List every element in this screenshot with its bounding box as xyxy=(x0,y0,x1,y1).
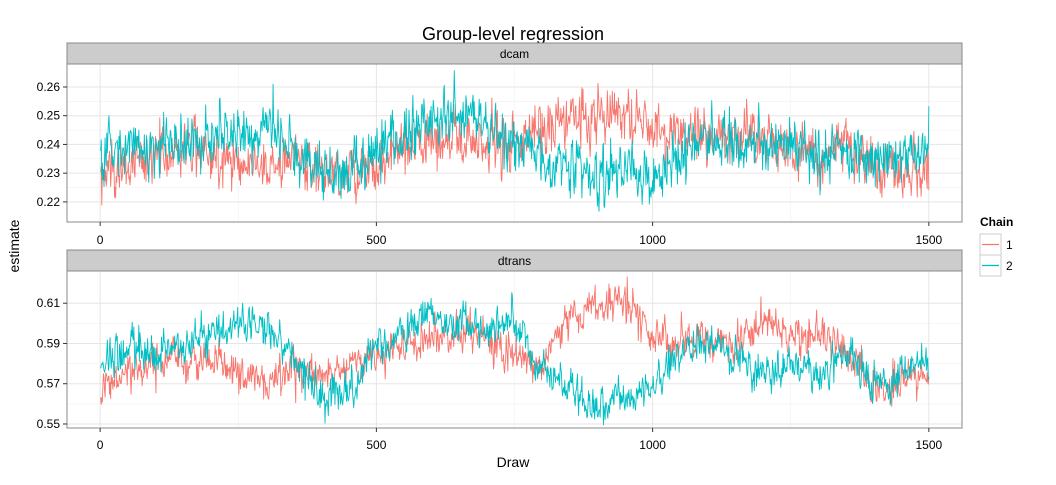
y-tick-label: 0.59 xyxy=(37,336,61,350)
y-axis-label: estimate xyxy=(6,219,22,272)
x-tick-label: 0 xyxy=(97,233,104,247)
strip-label-dcam: dcam xyxy=(500,47,529,61)
x-tick-label: 500 xyxy=(366,233,386,247)
panel-dcam: dcam 0.22 0.23 0.24 0.25 0.26 0 500 1000 1500 xyxy=(37,42,963,247)
legend-label: 2 xyxy=(1006,259,1013,273)
y-tick-label: 0.55 xyxy=(37,417,61,431)
x-tick-label: 0 xyxy=(97,438,104,452)
x-tick-label: 500 xyxy=(366,438,386,452)
legend: Chain 12 xyxy=(979,215,1013,277)
legend-entries: 12 xyxy=(979,233,1013,277)
legend-entry-2: 2 xyxy=(979,254,1013,277)
y-tick-label: 0.24 xyxy=(37,137,61,151)
y-tick-label: 0.57 xyxy=(37,377,61,391)
chart-title: Group-level regression xyxy=(422,24,604,44)
y-tick-label: 0.25 xyxy=(37,109,61,123)
x-axis-label: Draw xyxy=(497,454,531,470)
panel-border-dtrans xyxy=(66,270,963,429)
series-line-dcam-chain-2 xyxy=(100,70,930,212)
legend-label: 1 xyxy=(1006,238,1013,252)
legend-entry-1: 1 xyxy=(979,233,1013,256)
x-tick-label: 1000 xyxy=(639,438,666,452)
legend-title: Chain xyxy=(980,215,1013,229)
y-tick-label: 0.23 xyxy=(37,166,61,180)
panel-border-dcam xyxy=(66,63,963,223)
y-tick-label: 0.61 xyxy=(37,296,61,310)
strip-label-dtrans: dtrans xyxy=(498,254,531,268)
series-line-dtrans-chain-1 xyxy=(100,276,930,407)
series-line-dtrans-chain-2 xyxy=(100,292,930,426)
y-tick-label: 0.22 xyxy=(37,195,61,209)
panel-dtrans: dtrans 0.55 0.57 0.59 0.61 0 500 1000 1500 xyxy=(37,249,963,452)
x-tick-label: 1000 xyxy=(639,233,666,247)
y-tick-label: 0.26 xyxy=(37,80,61,94)
x-tick-label: 1500 xyxy=(916,438,943,452)
x-tick-label: 1500 xyxy=(916,233,943,247)
